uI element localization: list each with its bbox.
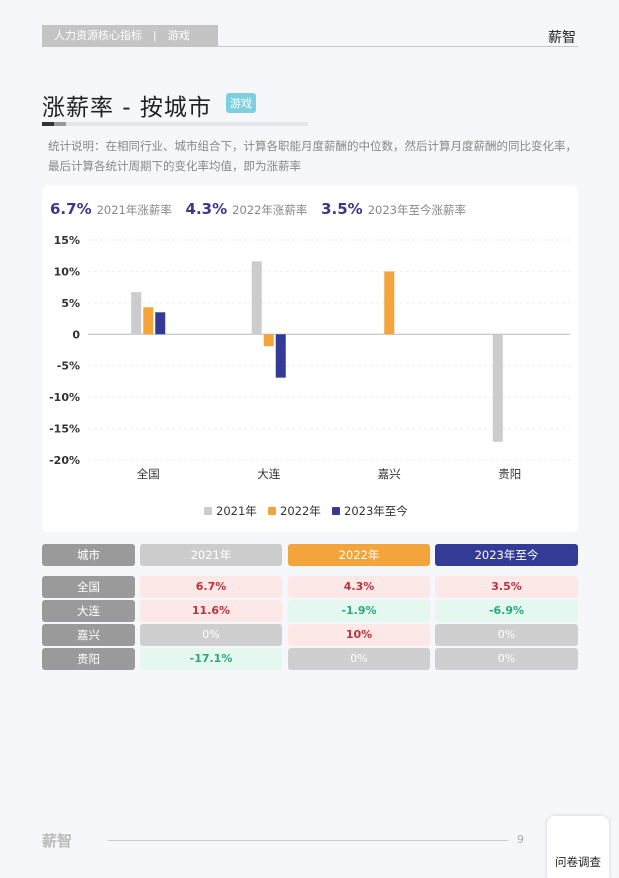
legend-label: 2022年 [280, 504, 321, 518]
kpi-row: 6.7% 2021年涨薪率 4.3% 2022年涨薪率 3.5% 2023年至今涨薪率 [50, 200, 476, 218]
page-title: 涨薪率 - 按城市 [42, 95, 212, 121]
y-tick-label: 15% [54, 234, 80, 247]
legend-label: 2021年 [216, 504, 257, 518]
kpi-value: 6.7% [50, 200, 92, 218]
kpi-label: 2022年涨薪率 [232, 203, 308, 217]
table-cell: 11.6% [140, 600, 282, 622]
table-cell: 6.7% [140, 576, 282, 598]
kpi-label: 2023年至今涨薪率 [367, 203, 466, 217]
x-tick-label: 贵阳 [498, 467, 521, 481]
column-header: 2023年至今 [435, 544, 578, 566]
bar-贵阳-2021年 [492, 334, 503, 442]
x-tick-label: 全国 [137, 467, 160, 481]
y-tick-label: -15% [49, 423, 80, 436]
row-city: 大连 [42, 600, 135, 622]
industry-tag: 游戏 [226, 93, 256, 113]
x-tick-label: 嘉兴 [378, 467, 401, 481]
kpi-label: 2021年涨薪率 [96, 203, 172, 217]
bar-全国-2023年至今 [155, 312, 166, 335]
y-tick-label: 10% [54, 265, 80, 278]
bar-chart: 15% 10% 5% 0 -5% -10% -15% -20% 全国 大连 嘉兴 贵阳 2021年 202… [49, 234, 570, 518]
bar-大连-2021年 [251, 261, 262, 335]
y-tick-label: -5% [57, 360, 80, 373]
legend-swatch [268, 507, 276, 515]
chart-card: 6.7% 2021年涨薪率 4.3% 2022年涨薪率 3.5% 2023年至今涨薪率… [42, 186, 578, 532]
legend-label: 2023年至今 [344, 504, 408, 518]
y-tick-label: -10% [49, 391, 80, 404]
table-cell: -1.9% [288, 600, 430, 622]
kpi-value: 3.5% [321, 200, 363, 218]
survey-button[interactable]: 问卷调查 [547, 816, 609, 878]
row-city: 贵阳 [42, 648, 135, 670]
footer-divider [108, 840, 508, 841]
breadcrumb: 人力资源核心指标 | 游戏 [42, 25, 218, 47]
brand-logo: 薪智 [548, 30, 576, 46]
description: 统计说明：在相同行业、城市组合下，计算各职能月度薪酬的中位数，然后计算月度薪酬的… [48, 139, 577, 173]
bar-全国-2021年 [131, 292, 142, 335]
table-cell: 3.5% [435, 576, 578, 598]
title-underline [42, 122, 308, 126]
table-cell: 0% [435, 624, 578, 646]
y-tick-label: 5% [61, 297, 80, 310]
top-bar: 人力资源核心指标 | 游戏 薪智 [42, 25, 578, 47]
bar-大连-2022年 [263, 334, 274, 347]
bar-大连-2023年至今 [275, 334, 286, 378]
row-city: 全国 [42, 576, 135, 598]
column-header: 2022年 [288, 544, 430, 566]
row-city: 嘉兴 [42, 624, 135, 646]
kpi-value: 4.3% [185, 200, 228, 218]
column-header: 城市 [42, 544, 135, 566]
page-number: 9 [517, 833, 524, 846]
x-tick-label: 大连 [257, 467, 280, 481]
table-cell: 4.3% [288, 576, 430, 598]
table-cell: 0% [140, 624, 282, 646]
table-cell: 0% [288, 648, 430, 670]
table-cell: -6.9% [435, 600, 578, 622]
column-header: 2021年 [140, 544, 282, 566]
footer-logo: 薪智 [42, 832, 73, 850]
y-tick-label: 0 [72, 328, 80, 341]
y-tick-label: -20% [49, 454, 80, 467]
bar-全国-2022年 [143, 307, 154, 335]
legend-swatch [204, 507, 212, 515]
legend-swatch [332, 507, 340, 515]
table-cell: -17.1% [140, 648, 282, 670]
table-cell: 0% [435, 648, 578, 670]
bar-嘉兴-2022年 [384, 271, 395, 335]
table-cell: 10% [288, 624, 430, 646]
